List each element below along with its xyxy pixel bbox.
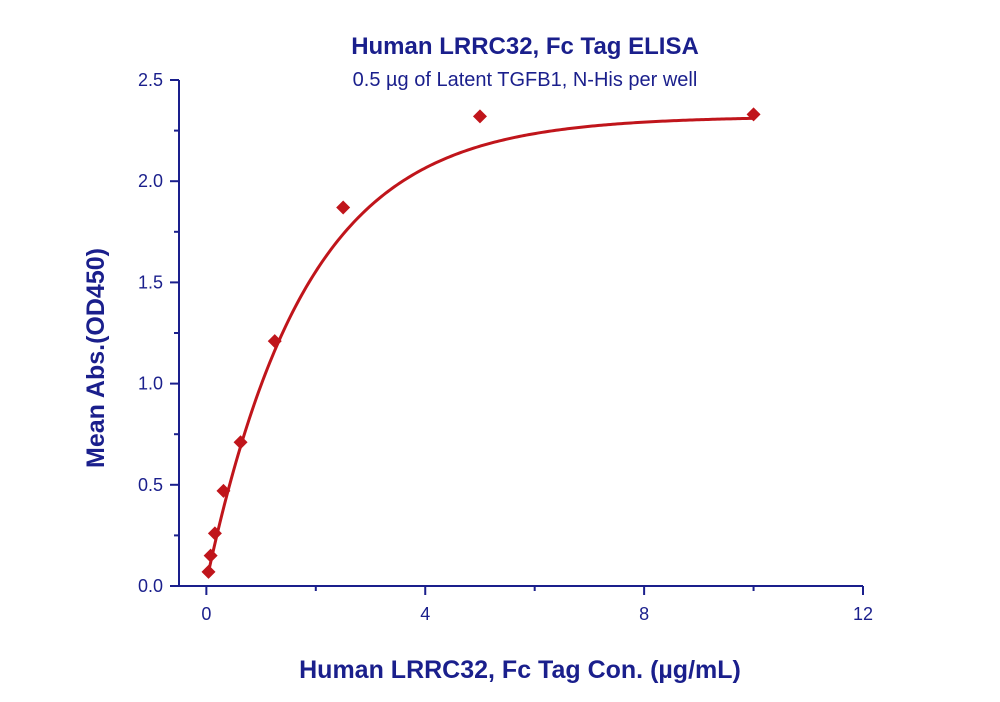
x-ticks: 0 4 8 12 — [201, 586, 873, 624]
y-tick-label: 2.0 — [138, 171, 163, 191]
data-points — [201, 107, 761, 579]
x-tick-label: 4 — [420, 604, 430, 624]
fit-curve — [207, 116, 754, 573]
data-point — [336, 200, 351, 215]
y-tick-label: 1.0 — [138, 374, 163, 394]
x-tick-label: 12 — [853, 604, 873, 624]
y-tick-label: 1.5 — [138, 272, 163, 292]
y-axis-label: Mean Abs.(OD450) — [82, 248, 110, 468]
data-point — [201, 564, 216, 579]
data-point — [472, 109, 487, 124]
y-tick-label: 0.5 — [138, 475, 163, 495]
data-point — [216, 483, 231, 498]
x-tick-label: 8 — [639, 604, 649, 624]
data-point — [207, 526, 222, 541]
y-ticks: 0.0 0.5 1.0 1.5 2.0 2.5 — [138, 70, 179, 596]
x-axis-label: Human LRRC32, Fc Tag Con. (µg/mL) — [299, 656, 741, 684]
y-tick-label: 0.0 — [138, 576, 163, 596]
axes: 0.0 0.5 1.0 1.5 2.0 2.5 0 4 8 12 — [138, 70, 873, 624]
x-tick-label: 0 — [201, 604, 211, 624]
chart-title: Human LRRC32, Fc Tag ELISA — [351, 33, 699, 60]
data-point — [203, 548, 218, 563]
chart-subtitle: 0.5 µg of Latent TGFB1, N-His per well — [353, 69, 698, 91]
data-point — [267, 334, 282, 349]
data-point — [233, 435, 248, 450]
data-point — [746, 107, 761, 122]
y-tick-label: 2.5 — [138, 70, 163, 90]
